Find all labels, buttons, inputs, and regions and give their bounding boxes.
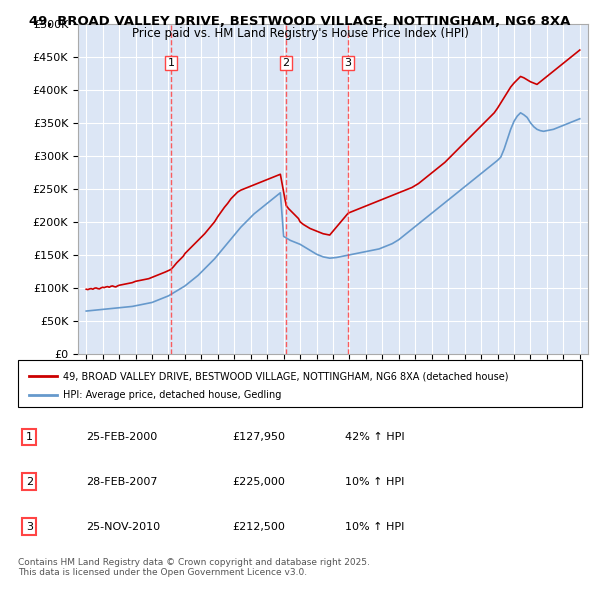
FancyBboxPatch shape — [18, 360, 582, 407]
Text: 10% ↑ HPI: 10% ↑ HPI — [345, 522, 404, 532]
Text: £225,000: £225,000 — [232, 477, 285, 487]
Text: 25-NOV-2010: 25-NOV-2010 — [86, 522, 160, 532]
Text: 1: 1 — [167, 58, 175, 68]
Text: Price paid vs. HM Land Registry's House Price Index (HPI): Price paid vs. HM Land Registry's House … — [131, 27, 469, 40]
Text: HPI: Average price, detached house, Gedling: HPI: Average price, detached house, Gedl… — [63, 391, 281, 400]
Text: 25-FEB-2000: 25-FEB-2000 — [86, 432, 157, 442]
Text: 49, BROAD VALLEY DRIVE, BESTWOOD VILLAGE, NOTTINGHAM, NG6 8XA: 49, BROAD VALLEY DRIVE, BESTWOOD VILLAGE… — [29, 15, 571, 28]
Text: £212,500: £212,500 — [232, 522, 285, 532]
Text: 2: 2 — [283, 58, 290, 68]
Text: 2: 2 — [26, 477, 33, 487]
Text: 10% ↑ HPI: 10% ↑ HPI — [345, 477, 404, 487]
Text: 3: 3 — [344, 58, 352, 68]
Text: 1: 1 — [26, 432, 33, 442]
Text: Contains HM Land Registry data © Crown copyright and database right 2025.
This d: Contains HM Land Registry data © Crown c… — [18, 558, 370, 577]
Text: 49, BROAD VALLEY DRIVE, BESTWOOD VILLAGE, NOTTINGHAM, NG6 8XA (detached house): 49, BROAD VALLEY DRIVE, BESTWOOD VILLAGE… — [63, 372, 509, 381]
Text: 28-FEB-2007: 28-FEB-2007 — [86, 477, 157, 487]
Text: 42% ↑ HPI: 42% ↑ HPI — [345, 432, 405, 442]
Text: £127,950: £127,950 — [232, 432, 286, 442]
Text: 3: 3 — [26, 522, 33, 532]
